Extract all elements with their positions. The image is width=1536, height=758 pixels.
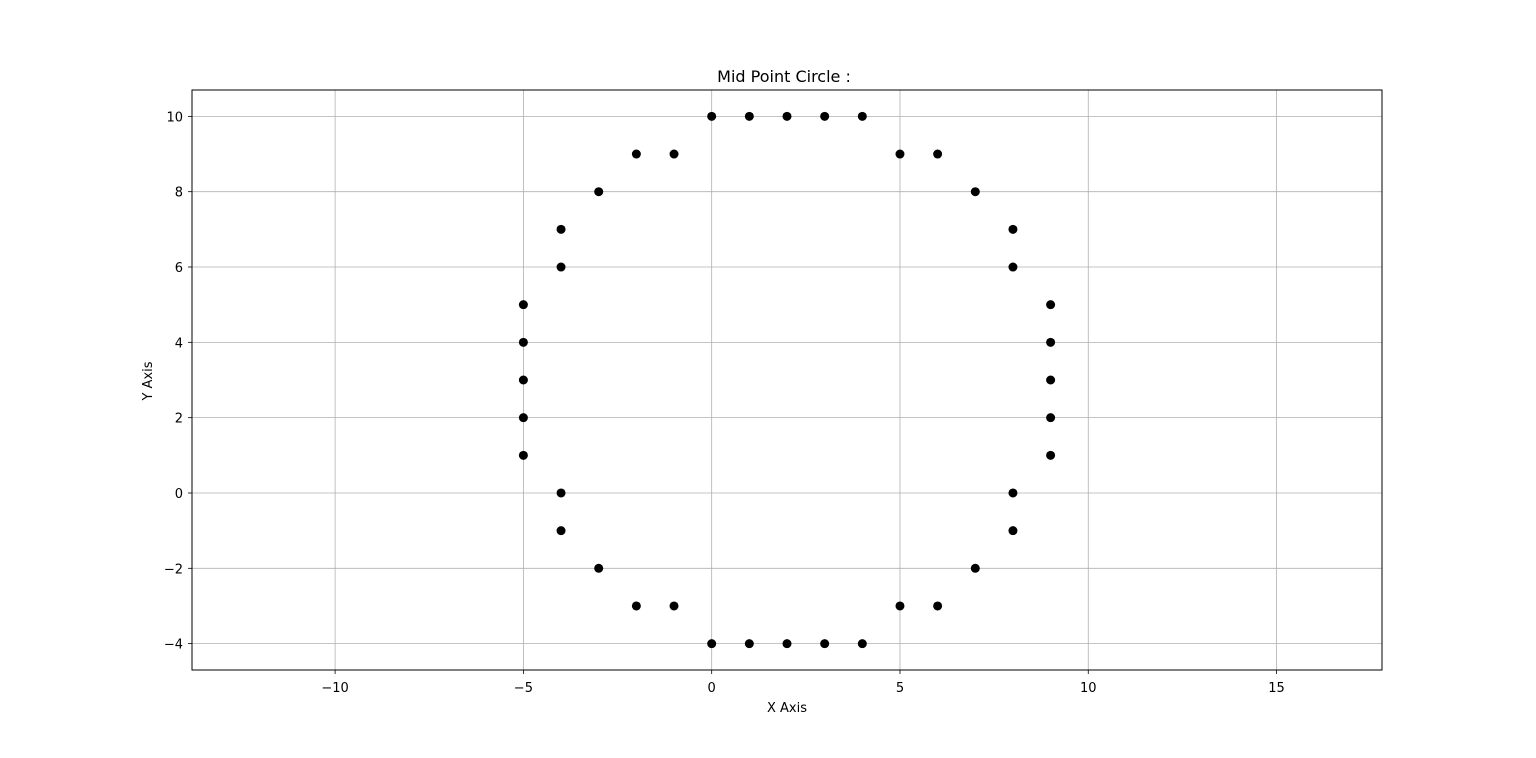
x-tick-label: −10 [321,681,348,696]
data-point [669,601,679,611]
x-axis-label: X Axis [767,701,807,716]
x-tick-label: 0 [708,681,716,696]
data-point [857,111,867,121]
data-point [744,111,754,121]
data-point [1008,224,1018,234]
y-axis-label: Y Axis [141,361,156,401]
data-point [669,149,679,159]
y-tick-label: 6 [175,261,183,276]
data-point [518,450,528,460]
data-point [556,262,566,272]
data-point [518,375,528,385]
data-point [518,413,528,423]
chart-title: Mid Point Circle : [717,67,851,86]
data-point [1008,262,1018,272]
x-tick-label: −5 [514,681,533,696]
data-point [631,601,641,611]
y-tick-label: −4 [164,638,183,653]
data-point [933,601,943,611]
data-point [594,187,604,197]
data-point [744,639,754,649]
x-tick-label: 5 [896,681,904,696]
y-tick-label: −2 [164,562,183,577]
data-point [782,111,792,121]
data-point [1046,450,1056,460]
data-point [518,337,528,347]
data-point [556,224,566,234]
data-point [820,639,830,649]
data-point [518,300,528,310]
data-point [970,187,980,197]
y-tick-label: 2 [175,412,183,427]
y-tick-label: 10 [166,110,183,125]
data-point [970,563,980,573]
data-point [1046,300,1056,310]
data-point [895,601,905,611]
plot-area-frame [191,89,1383,671]
data-point [1008,526,1018,536]
data-point [707,639,717,649]
data-points [518,111,1056,649]
axis-ticks: −10 −5 0 5 10 15 −4 −2 0 2 4 6 8 10 [164,110,1285,696]
data-point [556,526,566,536]
data-point [707,111,717,121]
data-point [1046,375,1056,385]
data-point [631,149,641,159]
data-point [1046,337,1056,347]
y-tick-label: 8 [175,186,183,201]
data-point [1046,413,1056,423]
data-point [782,639,792,649]
data-point [594,563,604,573]
data-point [820,111,830,121]
data-point [933,149,943,159]
data-point [857,639,867,649]
data-point [895,149,905,159]
data-point [1008,488,1018,498]
data-point [556,488,566,498]
x-tick-label: 15 [1268,681,1285,696]
x-tick-label: 10 [1080,681,1097,696]
y-tick-label: 0 [175,487,183,502]
y-tick-label: 4 [175,336,183,351]
